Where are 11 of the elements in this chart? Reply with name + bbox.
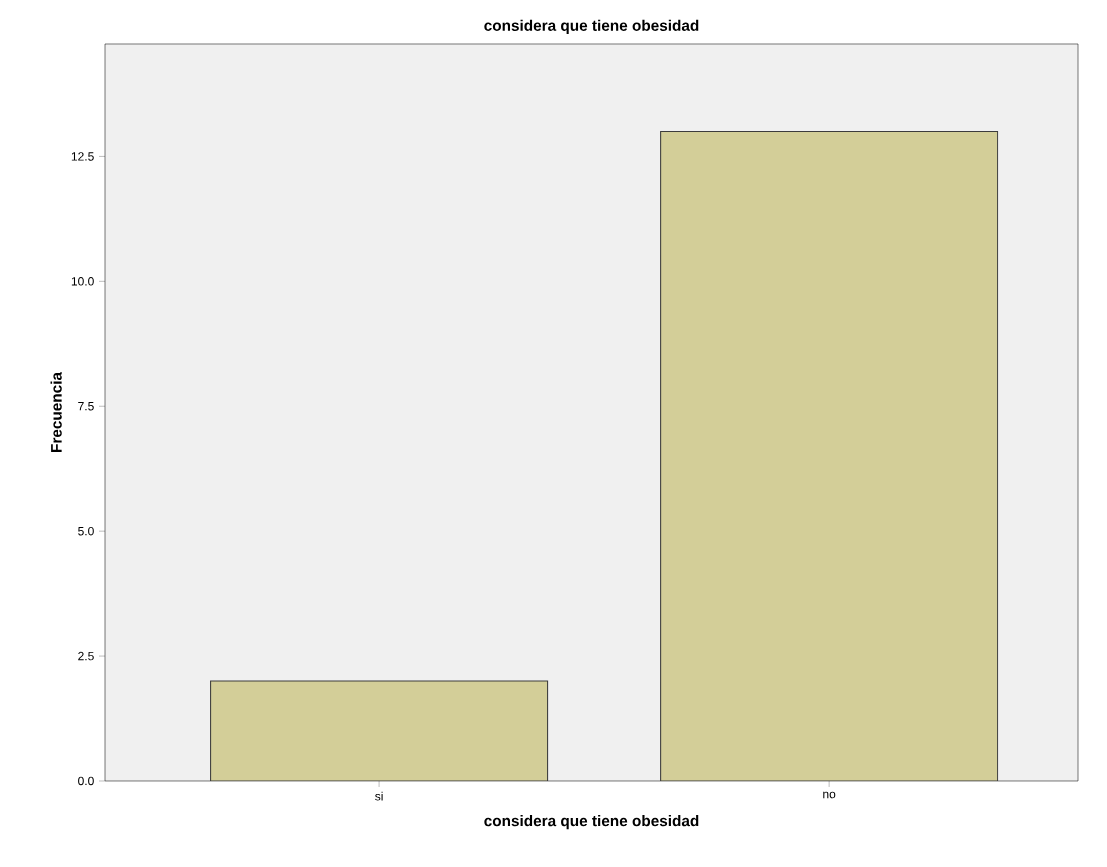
x-tick-label: no — [823, 791, 836, 799]
y-tick-label: 10.0 — [71, 277, 94, 286]
y-tick-label: 12.5 — [71, 152, 94, 161]
chart-title: considera que tiene obesidad — [484, 19, 699, 34]
y-tick-label: 0.0 — [78, 776, 94, 786]
y-axis-title: Frecuencia — [50, 371, 62, 452]
x-axis-title: considera que tiene obesidad — [484, 815, 699, 830]
x-tick-label: si — [375, 791, 383, 801]
y-tick-label: 7.5 — [78, 402, 94, 411]
y-tick-label: 5.0 — [78, 526, 94, 536]
y-tick-label: 2.5 — [78, 651, 94, 661]
